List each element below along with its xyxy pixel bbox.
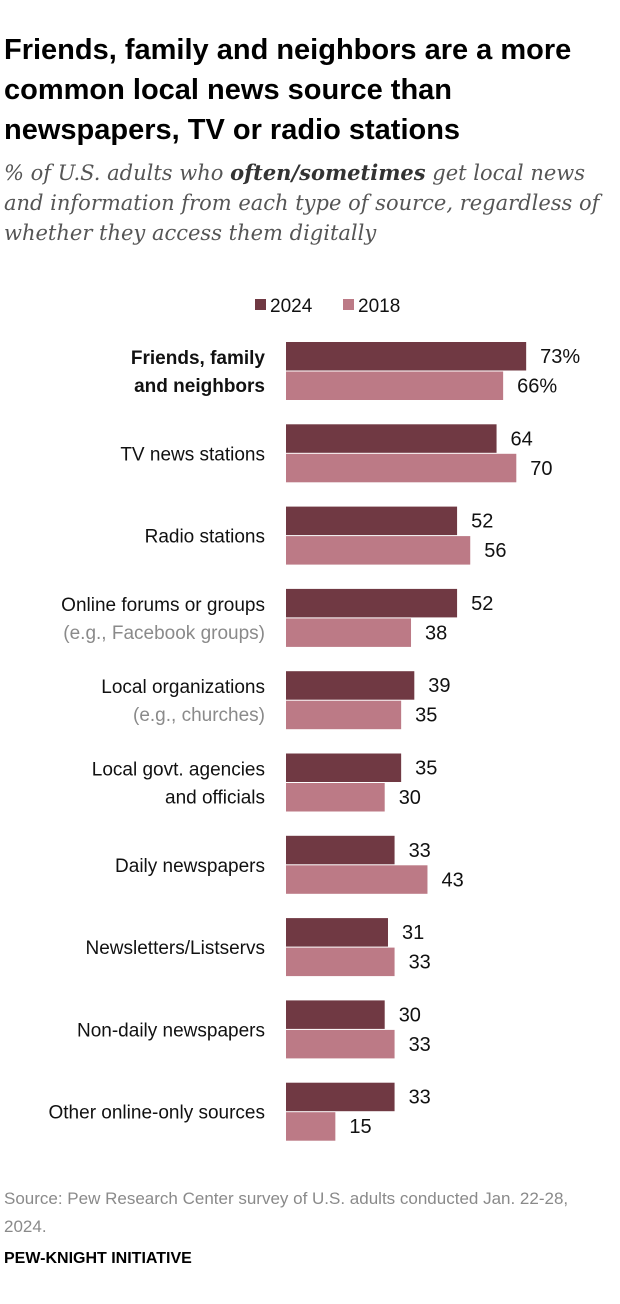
legend-label-2024: 2024 [270,296,313,317]
subtitle-text-end: get local news and information from each… [4,161,600,245]
category-label: Other online-only sources [49,1103,266,1124]
bar-2024 [286,588,458,618]
bar-2018 [286,1112,336,1141]
chart-subtitle: % of U.S. adults who often/sometimes get… [4,158,604,248]
category-label: Local organizations [101,677,265,698]
value-label-2024: 33 [409,840,431,862]
value-label-2024: 64 [511,428,533,450]
bar-2024 [286,506,458,536]
category-label: Radio stations [145,527,265,548]
bar-2024 [286,424,497,453]
category-note: (e.g., churches) [133,705,265,726]
category-label: Newsletters/Listservs [86,938,266,959]
category-label: Daily newspapers [115,856,265,877]
subtitle-emphasis: often/sometimes [230,160,426,185]
bar-2018 [286,783,385,812]
value-label-2024: 39 [428,675,450,697]
bar-2018 [286,618,412,647]
value-label-2024: 33 [409,1087,431,1109]
category-label: and officials [165,788,265,809]
value-label-2024: 52 [471,593,493,615]
bar-2024 [286,1082,395,1112]
value-label-2018: 70 [530,458,552,480]
value-label-2024: 35 [415,758,437,780]
bar-2024 [286,1000,385,1029]
value-label-2018: 33 [409,1034,431,1056]
bar-2018 [286,947,395,977]
legend-swatch-2024 [255,299,266,310]
value-label-2018: 35 [415,705,437,727]
bar-2024 [286,918,388,947]
bar-2018 [286,371,504,400]
organization-label: PEW-KNIGHT INITIATIVE [4,1250,192,1267]
chart-title: Friends, family and neighbors are a more… [4,34,572,146]
bar-2018 [286,453,517,483]
bar-2018 [286,865,428,894]
value-label-2018: 15 [349,1116,371,1138]
legend-swatch-2018 [343,299,354,310]
legend-label-2018: 2018 [358,296,400,317]
value-label-2018: 33 [409,952,431,974]
value-label-2018: 43 [441,869,463,891]
bar-2018 [286,1029,395,1059]
bar-2024 [286,835,395,865]
bar-2024 [286,753,402,782]
value-label-2024: 31 [402,922,424,944]
bar-chart: 2024 2018 Friends, family and neighbors 73% 6… [49,296,580,1141]
category-label: and neighbors [134,376,265,397]
category-note: (e.g., Facebook groups) [63,623,265,644]
value-label-2024: 73% [540,346,580,368]
category-label: TV news stations [120,444,265,465]
bar-2024 [286,342,527,371]
bar-2018 [286,700,402,730]
source-note: Source: Pew Research Center survey of U.… [4,1189,569,1236]
category-label: Friends, family [131,348,266,369]
subtitle-text-start: % of U.S. adults who [4,161,231,185]
value-label-2018: 38 [425,622,447,644]
value-label-2018: 30 [399,787,421,809]
value-label-2018: 66% [517,376,557,398]
value-label-2024: 30 [399,1004,421,1026]
category-label: Online forums or groups [61,595,265,616]
category-label: Non-daily newspapers [77,1020,265,1041]
bar-2018 [286,536,471,565]
value-label-2018: 56 [484,540,506,562]
category-label: Local govt. agencies [92,760,265,781]
bar-2024 [286,671,415,700]
value-label-2024: 52 [471,511,493,533]
